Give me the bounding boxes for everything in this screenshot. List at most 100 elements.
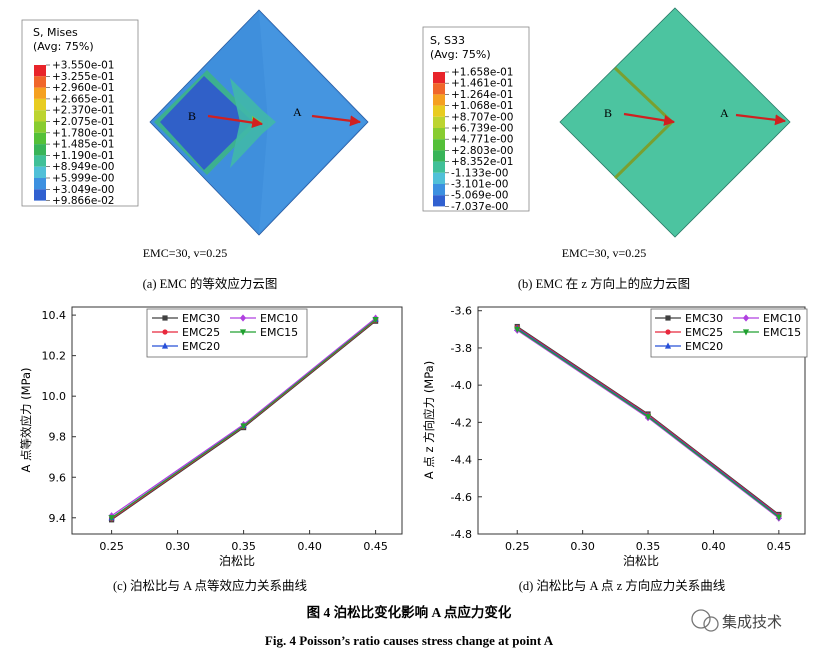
legend-value: +1.780e-01 <box>52 127 114 139</box>
legend-swatch <box>34 110 46 122</box>
legend-value: +8.949e-00 <box>52 161 114 173</box>
y-tick-label: -3.6 <box>451 305 472 318</box>
params-a: EMC=30, v=0.25 <box>143 246 228 260</box>
data-point <box>162 329 168 335</box>
point-b-label-a: B <box>188 109 196 123</box>
legend-swatch <box>34 87 46 99</box>
params-b: EMC=30, v=0.25 <box>562 246 647 260</box>
legend-swatch <box>34 65 46 77</box>
legend-swatch <box>433 150 445 162</box>
watermark-text: 集成技术 <box>722 613 782 631</box>
caption-c: (c) 泊松比与 A 点等效应力关系曲线 <box>113 578 308 593</box>
legend-swatch <box>433 105 445 117</box>
data-point <box>644 414 652 421</box>
contour-plot-b: S, S33 (Avg: 75%) +1.658e-01+1.461e-01+1… <box>422 7 791 291</box>
caption-a: (a) EMC 的等效应力云图 <box>143 276 278 291</box>
contour-plot-a: S, Mises (Avg: 75%) +3.550e-01+3.255e-01… <box>21 9 369 291</box>
legend-value: +8.352e-01 <box>451 156 513 168</box>
legend-swatch <box>34 121 46 133</box>
data-point <box>108 515 115 522</box>
data-point <box>664 342 672 349</box>
x-tick-label: 0.45 <box>767 540 792 553</box>
wechat-icon <box>691 609 711 629</box>
contour-region-a <box>259 12 366 233</box>
chart-c-xlabel: 泊松比 <box>219 554 255 568</box>
legend-label: EMC10 <box>763 312 801 325</box>
legend-swatch <box>34 166 46 178</box>
x-tick-label: 0.35 <box>231 540 256 553</box>
legend-label: EMC30 <box>685 312 723 325</box>
x-tick-label: 0.30 <box>570 540 595 553</box>
data-point <box>239 314 247 322</box>
contour-diamond-b <box>559 7 791 238</box>
series-line-emc10 <box>516 329 780 519</box>
legend-label: EMC20 <box>685 340 723 353</box>
y-tick-label: -4.0 <box>451 379 472 392</box>
legend-value: -7.037e-00 <box>451 201 508 213</box>
x-tick-label: 0.25 <box>99 540 124 553</box>
legend-swatch <box>34 132 46 145</box>
legend-value: +2.075e-01 <box>52 116 114 128</box>
chart-d-legend <box>650 308 808 358</box>
legend-value: +2.665e-01 <box>52 93 114 105</box>
legend-value: +1.461e-01 <box>451 78 513 90</box>
legend-value: +8.707e-00 <box>451 111 513 123</box>
legend-label: EMC30 <box>182 312 220 325</box>
legend-value: +2.803e-00 <box>451 145 513 157</box>
legend-value: +1.264e-01 <box>451 89 513 101</box>
legend-label: EMC15 <box>260 326 298 339</box>
legend-value: +4.771e-00 <box>451 134 513 146</box>
chart-c-ticks: 0.25 0.30 0.35 0.40 0.45 9.4 9.6 9.8 10.0 10.2 10.… <box>42 309 388 553</box>
caption-b: (b) EMC 在 z 方向上的应力云图 <box>518 276 690 291</box>
x-tick-label: 0.25 <box>505 540 530 553</box>
wechat-icon-small <box>703 616 719 632</box>
chart-d-ticks: 0.25 0.30 0.35 0.40 0.45 -3.6 -3.8 -4.0 -4.2 -4.4… <box>451 305 792 553</box>
chart-d-lines <box>514 323 782 522</box>
legend-swatch <box>34 189 46 201</box>
y-tick-label: 9.8 <box>49 431 67 444</box>
chart-d-ylabel: A 点 z 方向应力 (MPa) <box>422 361 436 479</box>
legend-swatch <box>433 72 445 84</box>
legend-label: EMC25 <box>685 326 723 339</box>
legend-title-b: S, S33 <box>430 34 465 47</box>
data-point <box>775 514 782 521</box>
legend-swatch <box>433 139 445 151</box>
legend-sub-a: (Avg: 75%) <box>33 40 94 53</box>
y-tick-label: 9.4 <box>49 512 67 525</box>
legend-value: +1.485e-01 <box>52 139 114 151</box>
legend-value: +3.255e-01 <box>52 71 114 83</box>
chart-c-lines <box>108 314 379 523</box>
arrow-a-a <box>311 114 362 127</box>
legend-value: +6.739e-00 <box>451 123 513 135</box>
data-point <box>239 329 247 336</box>
figure-title-en: Fig. 4 Poisson’s ratio causes stress cha… <box>265 633 554 648</box>
legend-label: EMC15 <box>763 326 801 339</box>
x-tick-label: 0.40 <box>297 540 322 553</box>
data-point <box>514 326 521 333</box>
y-tick-label: -3.8 <box>451 342 472 355</box>
legend-value: -5.069e-00 <box>451 190 508 202</box>
legend-scale-b: +1.658e-01+1.461e-01+1.264e-01+1.068e-01… <box>433 67 513 213</box>
legend-swatch <box>433 195 445 207</box>
x-tick-label: 0.40 <box>701 540 726 553</box>
x-tick-label: 0.45 <box>363 540 388 553</box>
data-point <box>162 315 168 321</box>
contour-inner-a <box>160 76 253 170</box>
legend-scale-a: +3.550e-01+3.255e-01+2.960e-01+2.665e-01… <box>34 60 114 207</box>
legend-swatch <box>34 178 46 190</box>
legend-value: +1.658e-01 <box>451 67 513 79</box>
y-tick-label: -4.6 <box>451 491 472 504</box>
arrow-b-a <box>207 114 264 128</box>
legend-value: +1.190e-01 <box>52 150 114 162</box>
chart-d-xlabel: 泊松比 <box>623 554 659 568</box>
legend-sub-b: (Avg: 75%) <box>430 48 491 61</box>
y-tick-label: -4.8 <box>451 528 472 541</box>
legend-swatch <box>34 155 46 167</box>
data-point <box>372 316 379 324</box>
legend-label: EMC25 <box>182 326 220 339</box>
y-tick-label: 10.0 <box>42 390 67 403</box>
data-point <box>161 342 169 349</box>
